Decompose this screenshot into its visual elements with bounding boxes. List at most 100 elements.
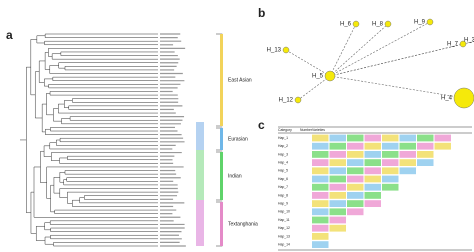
row-label: Hap_10 (278, 210, 290, 214)
table-cell (329, 216, 346, 224)
table-cell (417, 142, 434, 150)
table-cell (347, 142, 364, 150)
row-label: Hap_2 (278, 144, 288, 148)
node-label: H_9 (414, 20, 426, 26)
table-cell (312, 224, 329, 232)
table-cell (347, 175, 364, 183)
table-cell (382, 134, 399, 142)
table-cell (312, 208, 329, 216)
table-cell (312, 151, 329, 158)
table-cell (312, 192, 329, 199)
table-cell (434, 134, 451, 142)
table-cell (399, 167, 416, 175)
network-edge (329, 41, 474, 77)
network-node (426, 18, 434, 26)
panel-label: a (6, 28, 13, 42)
table-cell (312, 216, 329, 224)
table-cell (347, 151, 364, 158)
table-cell (399, 134, 416, 142)
row-label: Hap_7 (278, 185, 288, 189)
node-label: H_12 (279, 98, 294, 104)
row-label: Hap_12 (278, 226, 290, 230)
node-label: H_8 (372, 22, 384, 28)
table-cell (364, 134, 381, 142)
network-node (294, 96, 302, 104)
table-cell (417, 151, 434, 158)
table-cell (364, 159, 381, 166)
table-cell (364, 192, 381, 199)
table-cell (312, 142, 329, 150)
table-cell (329, 192, 346, 199)
network-node (453, 87, 474, 109)
row-label: Hap_4 (278, 160, 288, 164)
clade-label: East Asian (228, 77, 252, 83)
clade-label: Eurasian (228, 136, 248, 142)
row-label: Hap_11 (278, 218, 290, 222)
table-cell (417, 159, 434, 166)
table-cell (312, 200, 329, 207)
table-cell (329, 142, 346, 150)
table-cell (347, 192, 364, 199)
row-label: Hap_3 (278, 152, 288, 156)
row-label: Hap_1 (278, 136, 288, 140)
network-node (324, 70, 336, 82)
table-cell (312, 183, 329, 191)
table-cell (364, 151, 381, 158)
table-cell (312, 175, 329, 183)
table-cell (347, 200, 364, 207)
table-cell (312, 159, 329, 166)
clade-bar (220, 128, 223, 150)
table-cell (347, 159, 364, 166)
table-cell (312, 134, 329, 142)
node-label: H_5 (312, 74, 324, 80)
network-node (459, 40, 467, 48)
network-edge (285, 49, 331, 77)
clade-bar (220, 152, 223, 200)
row-label: Hap_6 (278, 177, 288, 181)
table-header: Category (278, 128, 292, 132)
table-header: Number (300, 128, 313, 132)
table-cell (312, 167, 329, 175)
network-edge (329, 23, 357, 77)
clade-label: Indian (228, 173, 242, 179)
node-label: H_4 (441, 96, 453, 102)
clade-bar (220, 202, 223, 246)
table-cell (399, 142, 416, 150)
node-label: H_7 (447, 42, 459, 48)
row-label: Hap_5 (278, 169, 288, 173)
leaf-highlight (196, 200, 204, 246)
network-edge (329, 21, 431, 77)
table-cell (382, 142, 399, 150)
table-cell (329, 208, 346, 216)
table-header: Varieties (312, 128, 325, 132)
table-cell (364, 167, 381, 175)
table-cell (347, 183, 364, 191)
leaf-highlight (196, 150, 204, 200)
table-cell (329, 134, 346, 142)
network-node (352, 20, 360, 28)
table-cell (347, 134, 364, 142)
row-label: Hap_13 (278, 234, 290, 238)
panel-label: c (258, 118, 265, 132)
node-label: H_3 (464, 38, 474, 44)
table-cell (329, 151, 346, 158)
table-cell (329, 167, 346, 175)
table-cell (382, 151, 399, 158)
table-cell (329, 224, 346, 232)
table-cell (312, 233, 329, 240)
table-cell (329, 175, 346, 183)
table-cell (347, 167, 364, 175)
table-cell (329, 200, 346, 207)
network-edge (329, 23, 389, 77)
table-cell (329, 183, 346, 191)
row-label: Hap_9 (278, 201, 288, 205)
node-label: H_6 (340, 22, 352, 28)
network-edge (297, 75, 331, 101)
table-cell (399, 159, 416, 166)
table-cell (312, 241, 329, 248)
table-cell (329, 159, 346, 166)
table-cell (364, 142, 381, 150)
table-cell (364, 183, 381, 191)
